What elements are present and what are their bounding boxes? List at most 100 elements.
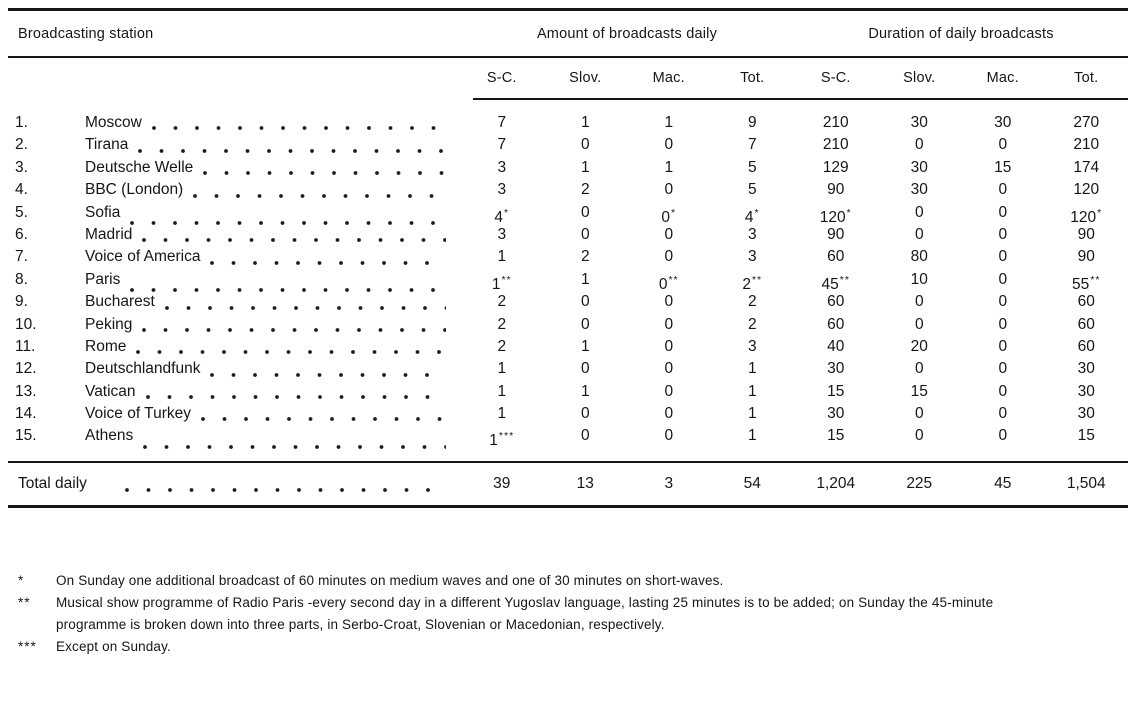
value-cell: 7 bbox=[460, 134, 544, 156]
value-cell: 0 bbox=[878, 425, 962, 452]
value-text: 0 bbox=[914, 136, 924, 154]
value-cell: 0 bbox=[627, 179, 711, 201]
table-row: 7. Voice of America 1 2 0 3 60 80 0 90 bbox=[8, 246, 1128, 268]
value-cell: 0 bbox=[961, 381, 1045, 403]
value-text: 45 bbox=[994, 474, 1012, 492]
value-text: 0 bbox=[998, 225, 1008, 243]
value-cell: 0 bbox=[961, 134, 1045, 156]
asterisk-note: *** bbox=[498, 430, 515, 443]
value-text: 3 bbox=[747, 225, 757, 243]
dot-leader bbox=[151, 126, 446, 131]
value-text: 0 bbox=[914, 293, 924, 311]
value-text: 120 bbox=[819, 208, 846, 226]
value-cell: 0 bbox=[544, 358, 628, 380]
dot-leader bbox=[136, 350, 446, 355]
value-cell: 10 bbox=[878, 269, 962, 296]
station-cell: Peking bbox=[72, 314, 460, 336]
row-number: 4. bbox=[15, 181, 28, 199]
value-text: 1 bbox=[664, 158, 674, 176]
value-text: 0 bbox=[664, 427, 674, 445]
value-text: 0 bbox=[580, 315, 590, 333]
asterisk-note: * bbox=[754, 206, 760, 219]
value-text: 2 bbox=[580, 181, 590, 199]
column-header: S-C. bbox=[820, 70, 851, 86]
value-cell: 60 bbox=[794, 291, 878, 313]
total-label-cell: Total daily bbox=[8, 463, 460, 505]
row-number: 11. bbox=[15, 337, 36, 355]
value-cell: 270 bbox=[1045, 112, 1129, 134]
value-cell: 0 bbox=[627, 224, 711, 246]
value-text: 0 bbox=[580, 203, 590, 221]
value-text: 1 bbox=[497, 248, 507, 266]
station-name: Vatican bbox=[85, 382, 136, 400]
total-value-cell: 225 bbox=[878, 463, 962, 505]
value-cell: 0 bbox=[627, 134, 711, 156]
station-cell: Paris bbox=[72, 269, 460, 296]
station-cell: Deutschlandfunk bbox=[72, 358, 460, 380]
value-cell: 210 bbox=[1045, 134, 1129, 156]
value-cell: 60 bbox=[1045, 291, 1129, 313]
dot-leader bbox=[145, 395, 446, 400]
value-text: 1 bbox=[580, 158, 590, 176]
value-text: 0 bbox=[914, 203, 924, 221]
value-cell: 3 bbox=[460, 179, 544, 201]
row-number: 9. bbox=[15, 293, 28, 311]
table-row: 10. Peking 2 0 0 2 60 0 0 60 bbox=[8, 314, 1128, 336]
value-text: 15 bbox=[827, 382, 845, 400]
value-text: 60 bbox=[827, 293, 845, 311]
value-cell: 60 bbox=[1045, 314, 1129, 336]
value-cell: 0 bbox=[961, 179, 1045, 201]
station-name: BBC (London) bbox=[85, 181, 184, 199]
dot-leader bbox=[124, 487, 446, 492]
table-body: 1. Moscow 7 1 1 9 210 30 30 270 2. Tirana 7 0 0 7 210 0 0 2… bbox=[8, 100, 1128, 461]
value-text: 3 bbox=[497, 181, 507, 199]
dot-leader bbox=[138, 148, 446, 153]
value-text: 0 bbox=[998, 337, 1008, 355]
total-value-cell: 1,204 bbox=[794, 463, 878, 505]
total-value-cell: 3 bbox=[627, 463, 711, 505]
value-text: 1 bbox=[747, 405, 757, 423]
value-cell: 45** bbox=[794, 269, 878, 296]
value-cell: 90 bbox=[1045, 246, 1129, 268]
station-cell: Bucharest bbox=[72, 291, 460, 313]
footnote-text: On Sunday one additional broadcast of 60… bbox=[56, 572, 724, 588]
value-cell: 30 bbox=[1045, 358, 1129, 380]
value-cell: 30 bbox=[1045, 403, 1129, 425]
value-text: 30 bbox=[1077, 382, 1095, 400]
table-row: 11. Rome 2 1 0 3 40 20 0 60 bbox=[8, 336, 1128, 358]
station-cell: Voice of America bbox=[72, 246, 460, 268]
value-text: 1 bbox=[580, 337, 590, 355]
value-text: 1 bbox=[497, 360, 507, 378]
dot-leader bbox=[200, 417, 446, 422]
subheader-row: S-C. Slov. Mac. Tot. S-C. Slov. Mac. Tot. bbox=[460, 58, 1128, 98]
value-text: 60 bbox=[1077, 315, 1095, 333]
footnote-marker: * bbox=[18, 572, 25, 588]
dot-leader bbox=[203, 171, 446, 176]
value-cell: 0 bbox=[627, 314, 711, 336]
value-cell: 2 bbox=[544, 246, 628, 268]
value-text: 0 bbox=[664, 136, 674, 154]
station-cell: Athens bbox=[72, 425, 460, 452]
value-cell: 80 bbox=[878, 246, 962, 268]
footnote-marker: *** bbox=[18, 638, 37, 654]
value-cell: 0** bbox=[627, 269, 711, 296]
value-text: 0 bbox=[998, 382, 1008, 400]
value-text: 80 bbox=[910, 248, 928, 266]
station-name: Bucharest bbox=[85, 293, 155, 311]
table-row: 2. Tirana 7 0 0 7 210 0 0 210 bbox=[8, 134, 1128, 156]
table-row: 4. BBC (London) 3 2 0 5 90 30 0 120 bbox=[8, 179, 1128, 201]
table-row: 3. Deutsche Welle 3 1 1 5 129 30 15 174 bbox=[8, 157, 1128, 179]
value-text: 39 bbox=[493, 474, 511, 492]
value-text: 2 bbox=[497, 315, 507, 333]
value-text: 0 bbox=[914, 315, 924, 333]
value-cell: 0 bbox=[878, 224, 962, 246]
asterisk-note: * bbox=[671, 206, 677, 219]
station-cell: Vatican bbox=[72, 381, 460, 403]
value-cell: 1 bbox=[460, 246, 544, 268]
column-header: Tot. bbox=[740, 70, 765, 86]
value-text: 0 bbox=[664, 225, 674, 243]
value-text: 0 bbox=[661, 208, 671, 226]
value-cell: 210 bbox=[794, 112, 878, 134]
value-cell: 2 bbox=[460, 291, 544, 313]
value-text: 2 bbox=[742, 275, 751, 293]
